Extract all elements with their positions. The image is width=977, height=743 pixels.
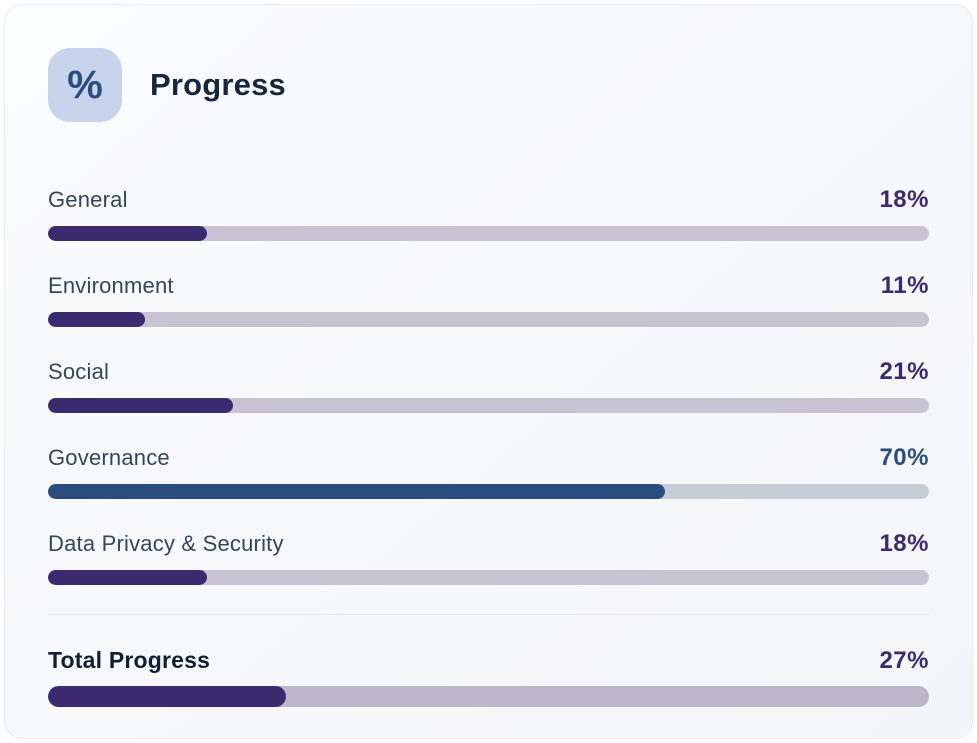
progress-row: Governance 70% <box>48 444 929 499</box>
progress-row: Environment 11% <box>48 272 929 327</box>
progress-fill <box>48 226 207 241</box>
progress-card: % Progress General 18% Environment 11% S… <box>4 4 973 739</box>
progress-track <box>48 484 929 499</box>
percent-icon-glyph: % <box>67 63 103 107</box>
progress-fill <box>48 570 207 585</box>
progress-fill <box>48 484 665 499</box>
progress-track <box>48 570 929 585</box>
total-progress-row: Total Progress 27% <box>48 647 929 707</box>
page-title: Progress <box>150 67 286 102</box>
row-label: Governance <box>48 445 170 470</box>
total-progress-label: Total Progress <box>48 647 211 673</box>
row-percent: 70% <box>879 444 929 471</box>
card-header: % Progress <box>48 48 929 122</box>
progress-track <box>48 312 929 327</box>
progress-track <box>48 398 929 413</box>
total-progress-track <box>48 686 929 707</box>
progress-row: Data Privacy & Security 18% <box>48 530 929 585</box>
progress-rows: General 18% Environment 11% Social 21% G… <box>48 186 929 585</box>
row-label: Environment <box>48 273 174 298</box>
row-label: Data Privacy & Security <box>48 531 284 556</box>
progress-fill <box>48 398 233 413</box>
row-percent: 18% <box>879 530 929 557</box>
row-label: Social <box>48 359 110 384</box>
progress-row: Social 21% <box>48 358 929 413</box>
total-progress-fill <box>48 686 286 707</box>
progress-row: General 18% <box>48 186 929 241</box>
total-progress-percent: 27% <box>879 647 929 674</box>
row-label: General <box>48 187 128 212</box>
progress-fill <box>48 312 145 327</box>
percent-icon: % <box>48 48 122 122</box>
row-percent: 11% <box>880 272 929 299</box>
row-percent: 18% <box>879 186 929 213</box>
divider <box>48 614 929 615</box>
row-percent: 21% <box>879 358 929 385</box>
progress-track <box>48 226 929 241</box>
